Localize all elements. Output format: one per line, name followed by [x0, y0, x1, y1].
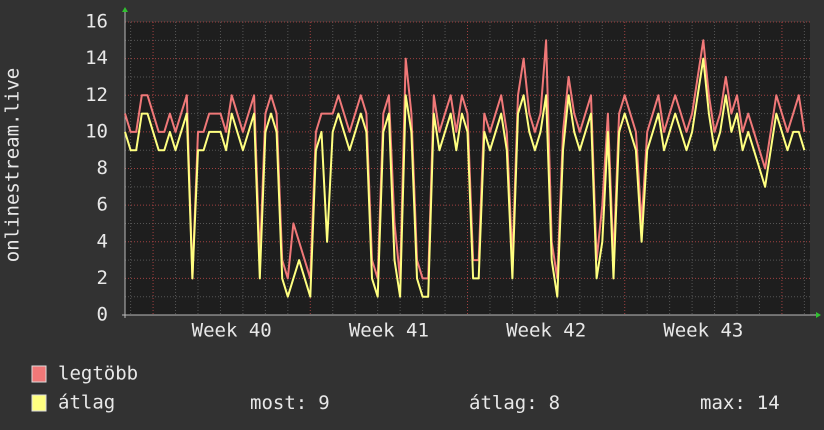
stat-value: 9	[318, 392, 329, 414]
series-line	[124, 57, 806, 298]
x-tick-label: Week 42	[506, 320, 586, 342]
y-tick-label: 12	[85, 84, 108, 106]
axis-arrow	[122, 7, 128, 12]
axis-arrow	[816, 312, 821, 318]
legend-swatch	[31, 394, 47, 412]
stat: max: 14	[700, 392, 780, 414]
y-tick-label: 10	[85, 120, 108, 142]
y-tick-label: 4	[97, 230, 108, 252]
stat-label: max:	[700, 392, 746, 414]
y-tick-label: 16	[85, 11, 108, 33]
y-tick-label: 0	[97, 304, 108, 326]
legend-label: átlag	[58, 392, 115, 414]
x-tick-label: Week 43	[663, 320, 743, 342]
y-axis-label: onlinestream.live	[2, 68, 24, 262]
series-line	[124, 39, 806, 280]
legend-swatch	[31, 365, 47, 383]
y-tick-label: 6	[97, 194, 108, 216]
y-tick-label: 14	[85, 47, 108, 69]
legend-label: legtöbb	[58, 363, 138, 385]
stat-label: most:	[250, 392, 307, 414]
stat: most: 9	[250, 392, 330, 414]
x-tick-label: Week 40	[192, 320, 272, 342]
x-tick-label: Week 41	[349, 320, 429, 342]
y-tick-label: 2	[97, 267, 108, 289]
stat: átlag: 8	[469, 392, 560, 414]
stat-value: 14	[757, 392, 780, 414]
stat-value: 8	[549, 392, 560, 414]
stat-label: átlag:	[469, 392, 538, 414]
y-tick-label: 8	[97, 157, 108, 179]
